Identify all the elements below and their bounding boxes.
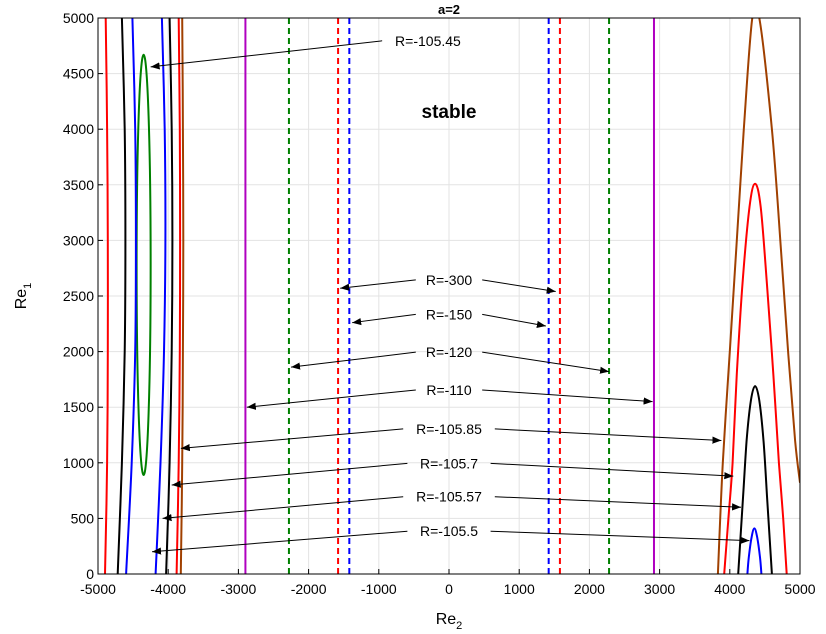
- annotation-arrow: [150, 40, 383, 70]
- annotation-arrow: [482, 279, 556, 294]
- annotation-arrow: [494, 496, 742, 511]
- annotation-arrow: [482, 351, 610, 374]
- y-tick-label: 1500: [63, 399, 94, 415]
- annotation-arrow: [340, 279, 416, 291]
- stable-region-label: stable: [422, 102, 477, 123]
- x-tick-label: 3000: [644, 581, 675, 597]
- series-curve-red: [175, 18, 182, 574]
- y-tick-label: 4000: [63, 121, 94, 137]
- x-tick-label: 1000: [504, 581, 535, 597]
- x-tick-label: -3000: [220, 581, 256, 597]
- annotation-arrow: [152, 530, 408, 555]
- annotation-arrow: [352, 313, 416, 326]
- x-axis-label-main: Re: [436, 611, 457, 628]
- annotation-arrow: [246, 389, 416, 410]
- annotation-arrow: [482, 389, 653, 405]
- y-tick-label: 500: [71, 510, 95, 526]
- y-tick-label: 5000: [63, 10, 94, 26]
- series-curve-black: [737, 385, 773, 574]
- annotation-arrow: [490, 530, 750, 544]
- series-curve-blue: [746, 527, 763, 574]
- y-tick-label: 3500: [63, 177, 94, 193]
- y-tick-label: 0: [86, 566, 94, 582]
- chart-title: a=2: [438, 2, 460, 17]
- y-tick-label: 2000: [63, 344, 94, 360]
- x-axis-label: Re2: [436, 611, 463, 632]
- series-curve-black: [116, 18, 127, 574]
- x-tick-label: -5000: [80, 581, 116, 597]
- series-curve-black: [165, 18, 174, 574]
- annotation-label: R=-150: [426, 306, 473, 322]
- annotation-label: R=-105.57: [416, 489, 482, 505]
- series-curve-brown: [179, 18, 185, 574]
- annotation-arrow: [482, 313, 546, 328]
- annotation-label: R=-120: [426, 344, 473, 360]
- y-tick-label: 1000: [63, 455, 94, 471]
- annotation-label: R=-105.5: [420, 523, 478, 539]
- series-curve-red: [104, 18, 109, 574]
- annotation-arrow: [490, 462, 734, 480]
- x-axis-label-subscript: 2: [456, 620, 462, 632]
- y-axis-label-main: Re: [13, 289, 30, 310]
- x-tick-label: -4000: [150, 581, 186, 597]
- annotation-label: R=-105.45: [395, 33, 461, 49]
- y-axis-label: Re1: [13, 283, 34, 310]
- series-curve-blue: [125, 18, 137, 574]
- x-tick-label: 2000: [574, 581, 605, 597]
- y-tick-label: 4500: [63, 66, 94, 82]
- x-tick-label: 4000: [714, 581, 745, 597]
- x-tick-label: -1000: [361, 581, 397, 597]
- annotation-arrow: [162, 496, 404, 522]
- annotation-label: R=-105.7: [420, 455, 478, 471]
- x-tick-label: 0: [445, 581, 453, 597]
- annotation-arrow: [494, 428, 722, 444]
- x-tick-label: 5000: [784, 581, 815, 597]
- y-tick-label: 3000: [63, 232, 94, 248]
- annotation-label: R=-300: [426, 272, 473, 288]
- annotation-layer: R=-105.45 R=-300 R=-150 R=-120 R=-110 R=-105.…: [150, 33, 750, 555]
- y-tick-label: 2500: [63, 288, 94, 304]
- annotation-arrow: [180, 428, 404, 452]
- annotation-label: R=-110: [426, 382, 471, 398]
- annotation-arrow: [290, 351, 416, 370]
- series-layer: [104, 18, 800, 574]
- y-axis-label-subscript: 1: [22, 283, 34, 289]
- annotation-arrow: [171, 462, 408, 488]
- series-curve-blue: [154, 18, 167, 574]
- series-curve-brown: [716, 18, 800, 574]
- annotation-label: R=-105.85: [416, 421, 482, 437]
- x-tick-label: -2000: [291, 581, 327, 597]
- series-curve-red: [723, 182, 788, 574]
- tick-layer: -5000 -4000 -3000 -2000 -1000 0 1000 2000 3000 40…: [63, 10, 816, 597]
